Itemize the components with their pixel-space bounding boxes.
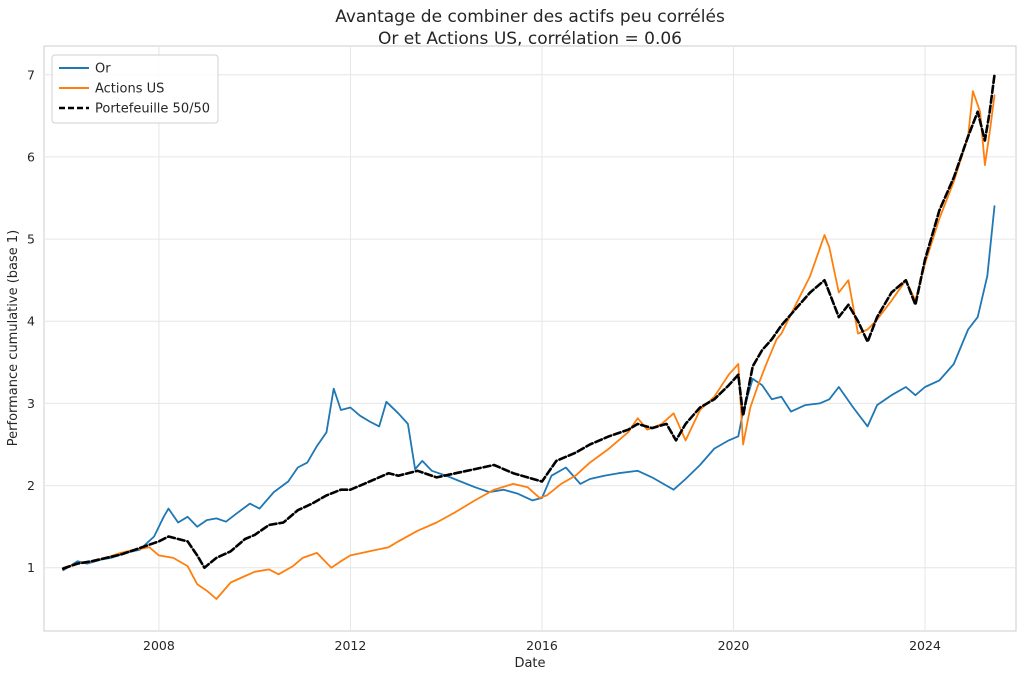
y-tick-label: 6 <box>27 149 35 164</box>
x-tick-label: 2016 <box>526 638 558 653</box>
legend-label-or: Or <box>95 62 111 77</box>
legend-label-portefeuille: Portefeuille 50/50 <box>95 102 210 117</box>
chart-subtitle: Or et Actions US, corrélation = 0.06 <box>378 29 682 49</box>
x-tick-label: 2012 <box>335 638 367 653</box>
legend-label-actions-us: Actions US <box>95 82 164 97</box>
plot-area <box>43 45 1017 632</box>
series-line-actions-us <box>62 90 996 600</box>
y-tick-label: 5 <box>27 232 35 247</box>
y-tick-label: 4 <box>27 314 35 329</box>
x-tick-label: 2020 <box>718 638 750 653</box>
chart-title: Avantage de combiner des actifs peu corr… <box>335 7 725 27</box>
y-tick-label: 1 <box>27 560 35 575</box>
series-line-portefeuille-50-50 <box>61 73 996 570</box>
y-axis-label: Performance cumulative (base 1) <box>6 230 21 446</box>
series-line-or <box>62 205 996 572</box>
y-tick-label: 2 <box>27 478 35 493</box>
x-tick-label: 2008 <box>143 638 175 653</box>
tick-labels: 2008 2012 2016 2020 2024 1 2 3 4 5 6 7 <box>27 67 941 653</box>
legend: Or Actions US Portefeuille 50/50 <box>51 54 219 124</box>
x-axis-label: Date <box>514 656 545 671</box>
x-tick-label: 2024 <box>909 638 941 653</box>
y-tick-label: 3 <box>27 396 35 411</box>
legend-box <box>51 54 219 124</box>
y-tick-label: 7 <box>27 67 35 82</box>
series-layer <box>61 73 996 600</box>
